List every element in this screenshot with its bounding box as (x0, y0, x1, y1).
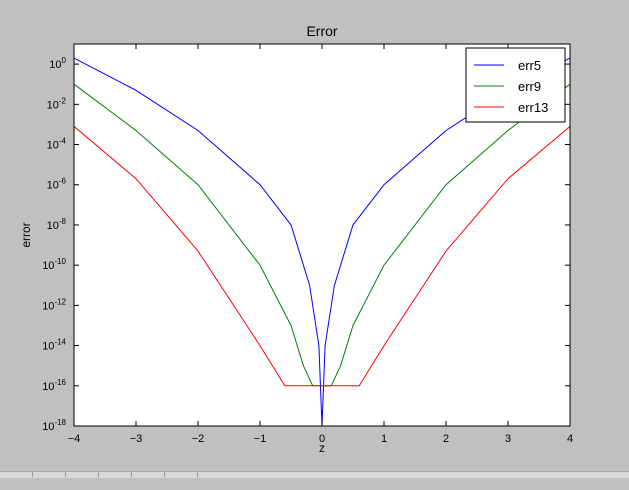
plot-frame (73, 43, 571, 427)
y-tick-label: 10-2 (47, 96, 67, 111)
legend-label-err5: err5 (518, 58, 541, 73)
window-status-strip (0, 471, 629, 478)
y-axis-label: error (19, 222, 33, 247)
y-tick-label: 10-16 (42, 378, 66, 393)
series-line-err13 (73, 126, 571, 387)
chart-title: Error (306, 23, 337, 39)
error-chart: Error z error −4 −3 −2 −1 0 1 2 3 4 100 10-2 10-4 10… (19, 23, 573, 455)
y-tick-label: 10-12 (42, 297, 66, 312)
y-tick-label: 10-18 (42, 418, 66, 433)
x-axis-label: z (319, 441, 325, 455)
legend-box (465, 47, 566, 123)
x-tick-label: 3 (505, 433, 511, 445)
x-tick-label: −1 (254, 433, 267, 445)
y-tick-label: 10-4 (47, 137, 67, 152)
axis-ticks: −4 −3 −2 −1 0 1 2 3 4 100 10-2 10-4 10-6 10-8 10-10 10-… (42, 44, 573, 445)
x-tick-label: 2 (443, 433, 449, 445)
x-tick-label: 4 (567, 433, 573, 445)
legend-label-err9: err9 (518, 79, 541, 94)
x-tick-label: 0 (319, 433, 325, 445)
y-tick-label: 100 (49, 56, 66, 71)
y-tick-label: 10-14 (42, 338, 66, 353)
x-tick-label: 1 (381, 433, 387, 445)
x-tick-label: −2 (192, 433, 205, 445)
y-tick-label: 10-6 (47, 177, 67, 192)
x-tick-label: −4 (68, 433, 81, 445)
y-tick-label: 10-10 (42, 257, 66, 272)
x-tick-label: −3 (130, 433, 143, 445)
legend-label-err13: err13 (518, 100, 548, 115)
y-tick-label: 10-8 (47, 217, 67, 232)
legend: err5 err9 err13 (465, 47, 566, 123)
